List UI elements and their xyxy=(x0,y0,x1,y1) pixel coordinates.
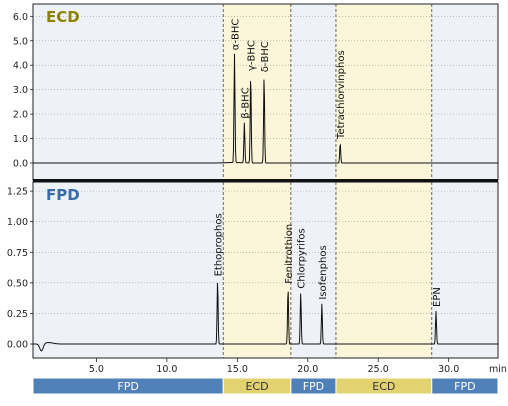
detector-segment-label-2: FPD xyxy=(303,380,324,393)
y-tick-label-ecd-6: 6.0 xyxy=(13,12,28,23)
peak-label-tetrachlorvinphos: Tetrachlorvinphos xyxy=(336,50,347,140)
detector-segment-label-4: FPD xyxy=(454,380,475,393)
peak-label-ethoprophos: Ethoprophos xyxy=(214,213,225,276)
peak-label-isofenphos: Isofenphos xyxy=(318,245,329,299)
x-tick-label-0: 5.0 xyxy=(89,364,104,375)
y-tick-label-fpd-5: 1.25 xyxy=(7,187,28,198)
trace-fpd xyxy=(33,282,498,352)
x-tick-label-3: 20.0 xyxy=(297,364,318,375)
detector-segment-label-1: ECD xyxy=(245,380,268,393)
panel-title-fpd: FPD xyxy=(46,186,80,204)
y-tick-label-fpd-4: 1.00 xyxy=(7,217,28,228)
peak-label--bhc: α-BHC xyxy=(231,19,242,51)
y-tick-label-fpd-2: 0.50 xyxy=(7,278,28,289)
peak-label--bhc: γ-BHC xyxy=(247,40,258,71)
panel-title-ecd: ECD xyxy=(46,8,80,26)
x-tick-label-1: 10.0 xyxy=(156,364,177,375)
peak-label--bhc: δ-BHC xyxy=(260,41,271,72)
y-tick-label-ecd-3: 3.0 xyxy=(13,85,28,96)
peak-label-epn: EPN xyxy=(432,287,443,307)
detector-segment-label-3: ECD xyxy=(372,380,395,393)
x-tick-label-5: 30.0 xyxy=(438,364,459,375)
highlight-range-fpd-0 xyxy=(223,182,291,358)
y-tick-label-ecd-5: 5.0 xyxy=(13,36,28,47)
x-axis-label: min xyxy=(489,364,507,375)
peak-label-chlorpyrifos: Chlorpyrifos xyxy=(297,228,308,288)
highlight-range-ecd-1 xyxy=(335,4,432,180)
detector-segment-4 xyxy=(431,377,499,395)
y-tick-label-fpd-0: 0.00 xyxy=(7,340,28,351)
x-tick-label-2: 15.0 xyxy=(227,364,248,375)
y-tick-label-ecd-4: 4.0 xyxy=(13,61,28,72)
y-tick-label-ecd-0: 0.0 xyxy=(13,159,28,170)
highlight-range-fpd-1 xyxy=(335,182,432,358)
y-tick-label-fpd-1: 0.25 xyxy=(7,309,28,320)
y-tick-label-ecd-2: 2.0 xyxy=(13,110,28,121)
peak-label-fenitrothion: Fenitrothion xyxy=(284,224,295,284)
peak-label--bhc: β-BHC xyxy=(240,87,251,118)
x-tick-label-4: 25.0 xyxy=(368,364,389,375)
trace-ecd xyxy=(33,53,498,164)
y-tick-label-fpd-3: 0.75 xyxy=(7,248,28,259)
y-tick-label-ecd-1: 1.0 xyxy=(13,134,28,145)
detector-segment-label-0: FPD xyxy=(117,380,138,393)
panel-divider xyxy=(33,179,498,183)
